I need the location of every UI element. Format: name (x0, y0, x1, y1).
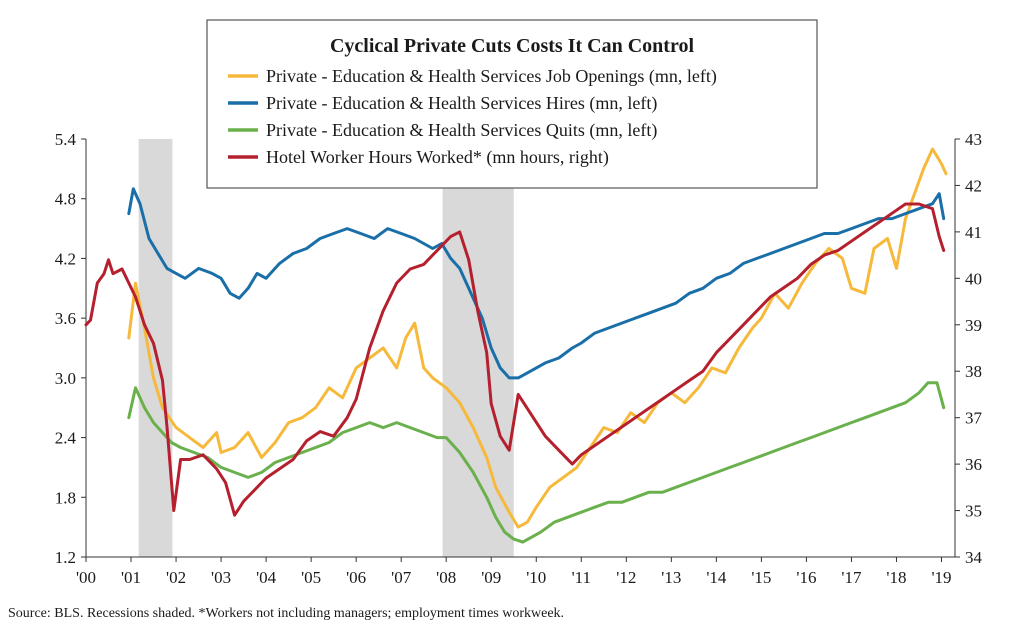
axis-ticks: 1.2 1.8 2.4 3.0 3.6 4.2 4.8 5.4 34 35 36 37 38 39 40 41… (55, 130, 983, 587)
legend: Cyclical Private Cuts Costs It Can Contr… (206, 19, 818, 189)
x-tick-label: '03 (211, 568, 231, 587)
x-tick-label: '11 (572, 568, 591, 587)
x-tick-label: '07 (391, 568, 412, 587)
legend-box (206, 19, 818, 189)
right-tick-label: 36 (965, 455, 982, 474)
x-tick-label: '10 (526, 568, 546, 587)
x-tick-label: '06 (346, 568, 366, 587)
axes (85, 139, 956, 558)
right-tick-label: 35 (965, 502, 982, 521)
right-tick-label: 43 (965, 130, 982, 149)
x-tick-label: '15 (751, 568, 771, 587)
left-tick-label: 2.4 (55, 429, 77, 448)
x-tick-label: '12 (616, 568, 636, 587)
legend-label: Hotel Worker Hours Worked* (mn hours, ri… (266, 147, 609, 168)
right-tick-label: 38 (965, 362, 982, 381)
legend-label: Private - Education & Health Services Jo… (266, 66, 717, 87)
legend-label: Private - Education & Health Services Hi… (266, 93, 657, 114)
x-tick-label: '08 (436, 568, 456, 587)
recession-bands (138, 139, 514, 557)
left-tick-label: 3.6 (55, 309, 76, 328)
series-lines (84, 147, 948, 544)
legend-item-quits: Private - Education & Health Services Qu… (228, 120, 657, 141)
left-tick-label: 1.8 (55, 488, 76, 507)
x-tick-label: '00 (76, 568, 96, 587)
x-tick-label: '19 (931, 568, 951, 587)
hotel-hours-line (84, 202, 946, 517)
x-tick-label: '17 (841, 568, 862, 587)
x-tick-label: '09 (481, 568, 501, 587)
x-tick-label: '18 (886, 568, 906, 587)
right-tick-label: 34 (965, 548, 983, 567)
x-tick-label: '05 (301, 568, 321, 587)
left-tick-label: 1.2 (55, 548, 76, 567)
hires-line (127, 187, 946, 380)
right-tick-label: 40 (965, 269, 982, 288)
legend-items: Private - Education & Health Services Jo… (228, 66, 717, 168)
x-tick-label: '13 (661, 568, 681, 587)
legend-item-job-openings: Private - Education & Health Services Jo… (228, 66, 717, 87)
x-tick-label: '01 (121, 568, 141, 587)
source-note: Source: BLS. Recessions shaded. *Workers… (8, 606, 565, 621)
x-tick-label: '16 (796, 568, 816, 587)
recession-band-2 (442, 139, 514, 557)
right-tick-label: 42 (965, 176, 982, 195)
right-tick-label: 39 (965, 316, 982, 335)
right-tick-label: 37 (965, 409, 983, 428)
job-openings-line (127, 147, 948, 529)
left-tick-label: 4.2 (55, 249, 76, 268)
left-tick-label: 5.4 (55, 130, 77, 149)
left-tick-label: 3.0 (55, 369, 76, 388)
right-tick-label: 41 (965, 223, 982, 242)
quits-line (127, 381, 946, 544)
x-tick-label: '04 (256, 568, 277, 587)
legend-item-hotel-hours: Hotel Worker Hours Worked* (mn hours, ri… (228, 147, 609, 168)
x-tick-label: '02 (166, 568, 186, 587)
legend-label: Private - Education & Health Services Qu… (266, 120, 657, 141)
legend-item-hires: Private - Education & Health Services Hi… (228, 93, 657, 114)
chart-title: Cyclical Private Cuts Costs It Can Contr… (330, 35, 694, 57)
x-tick-label: '14 (706, 568, 727, 587)
left-tick-label: 4.8 (55, 190, 76, 209)
